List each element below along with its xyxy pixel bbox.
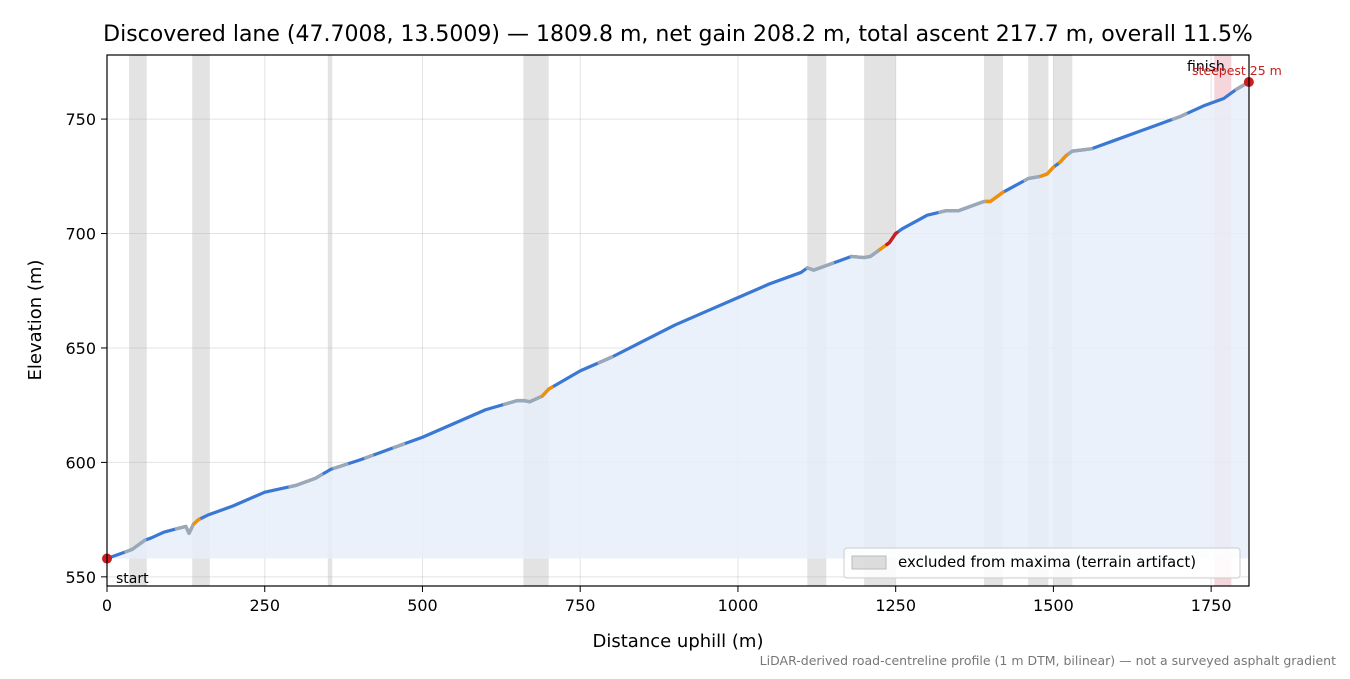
y-tick-label: 650: [65, 339, 96, 358]
footnote: LiDAR-derived road-centreline profile (1…: [760, 653, 1336, 668]
legend-swatch: [851, 555, 887, 570]
profile-fill: [107, 82, 1249, 559]
profile-segment-excluded: [363, 453, 374, 460]
x-tick-label: 1000: [718, 596, 759, 615]
x-tick-label: 1500: [1033, 596, 1074, 615]
y-tick-label: 550: [65, 568, 96, 587]
y-axis-label: Elevation (m): [25, 260, 46, 381]
profile-area: [107, 82, 1249, 559]
legend: excluded from maxima (terrain artifact): [843, 547, 1241, 579]
legend-box: [843, 547, 1241, 579]
x-tick-label: 500: [407, 596, 438, 615]
profile-segment-moderate: [192, 517, 201, 526]
profile-segment-excluded: [332, 462, 349, 470]
y-tick-label: 750: [65, 110, 96, 129]
x-axis-label: Distance uphill (m): [593, 631, 764, 652]
profile-segment-moderate: [1039, 165, 1056, 179]
plot-frame: [106, 54, 1250, 587]
excluded-band: [192, 55, 210, 586]
profile-segment-excluded: [805, 261, 835, 272]
x-tick-label: 1250: [875, 596, 916, 615]
x-tick-label: 250: [249, 596, 280, 615]
start-annotation: start: [116, 571, 149, 587]
excluded-band: [327, 55, 333, 586]
y-tick-label: 600: [65, 453, 96, 472]
profile-segment-excluded: [502, 394, 545, 406]
profile-segment-excluded: [392, 442, 406, 450]
x-tick-label: 1750: [1191, 596, 1232, 615]
profile-segment-steep: [885, 230, 899, 247]
profile-segment-excluded: [1067, 147, 1093, 156]
finish-annotation: finish: [1187, 59, 1225, 75]
profile-segment-excluded: [849, 247, 882, 260]
profile-segment-moderate: [540, 385, 554, 398]
profile-segment-moderate: [985, 190, 1005, 204]
x-axis-ticks: 0 250 500 750 1000 1250 1500 1750: [102, 586, 1232, 615]
y-axis-ticks: 550 600 650 700 750: [65, 110, 107, 587]
y-tick-label: 700: [65, 225, 96, 244]
profile-segment-excluded: [124, 538, 147, 554]
steepest-annotation: steepest 25 m: [1192, 63, 1282, 78]
profile-segment-excluded: [1171, 112, 1188, 121]
profile-line: [105, 80, 1251, 561]
profile-segment-excluded: [938, 199, 989, 214]
legend-label: excluded from maxima (terrain artifact): [898, 553, 1196, 571]
profile-segment-excluded: [288, 473, 324, 489]
chart-title: Discovered lane (47.7008, 13.5009) — 180…: [103, 22, 1253, 47]
profile-segment-excluded: [597, 355, 614, 365]
x-tick-label: 750: [565, 596, 596, 615]
excluded-band: [129, 55, 147, 586]
profile-segment-excluded: [1023, 174, 1043, 183]
x-tick-label: 0: [102, 596, 112, 615]
